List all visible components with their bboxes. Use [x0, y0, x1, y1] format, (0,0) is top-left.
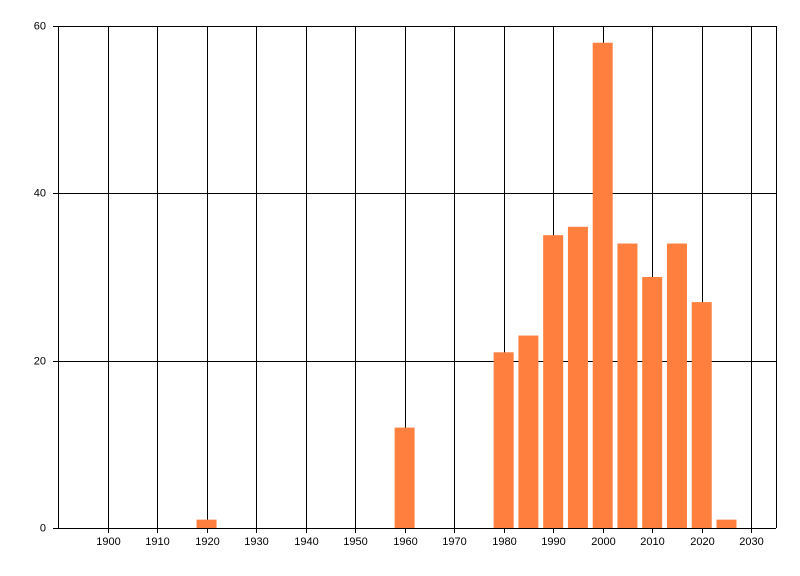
bar	[543, 235, 564, 528]
bar	[666, 243, 687, 529]
x-tick-label: 2000	[591, 536, 615, 548]
bar	[493, 352, 514, 528]
x-tick-label: 1910	[145, 536, 169, 548]
bar	[691, 302, 712, 528]
bar	[196, 519, 217, 528]
bar	[716, 519, 737, 528]
bar	[617, 243, 638, 529]
bar	[518, 335, 539, 528]
bar	[567, 226, 588, 529]
x-tick-label: 1960	[393, 536, 417, 548]
x-tick-label: 2020	[690, 536, 714, 548]
x-tick-label: 1930	[244, 536, 268, 548]
y-tick-label: 40	[34, 187, 46, 199]
x-tick-label: 2010	[640, 536, 664, 548]
x-tick-label: 1940	[294, 536, 318, 548]
y-tick-label: 60	[34, 20, 46, 32]
x-tick-label: 1990	[541, 536, 565, 548]
bar	[394, 427, 415, 528]
x-tick-label: 1920	[195, 536, 219, 548]
x-tick-label: 1950	[343, 536, 367, 548]
bar	[592, 42, 613, 528]
x-tick-label: 1900	[96, 536, 120, 548]
bar	[642, 277, 663, 528]
x-tick-label: 2030	[739, 536, 763, 548]
y-tick-label: 20	[34, 355, 46, 367]
y-tick-label: 0	[40, 522, 46, 534]
x-tick-label: 1970	[442, 536, 466, 548]
x-tick-label: 1980	[492, 536, 516, 548]
